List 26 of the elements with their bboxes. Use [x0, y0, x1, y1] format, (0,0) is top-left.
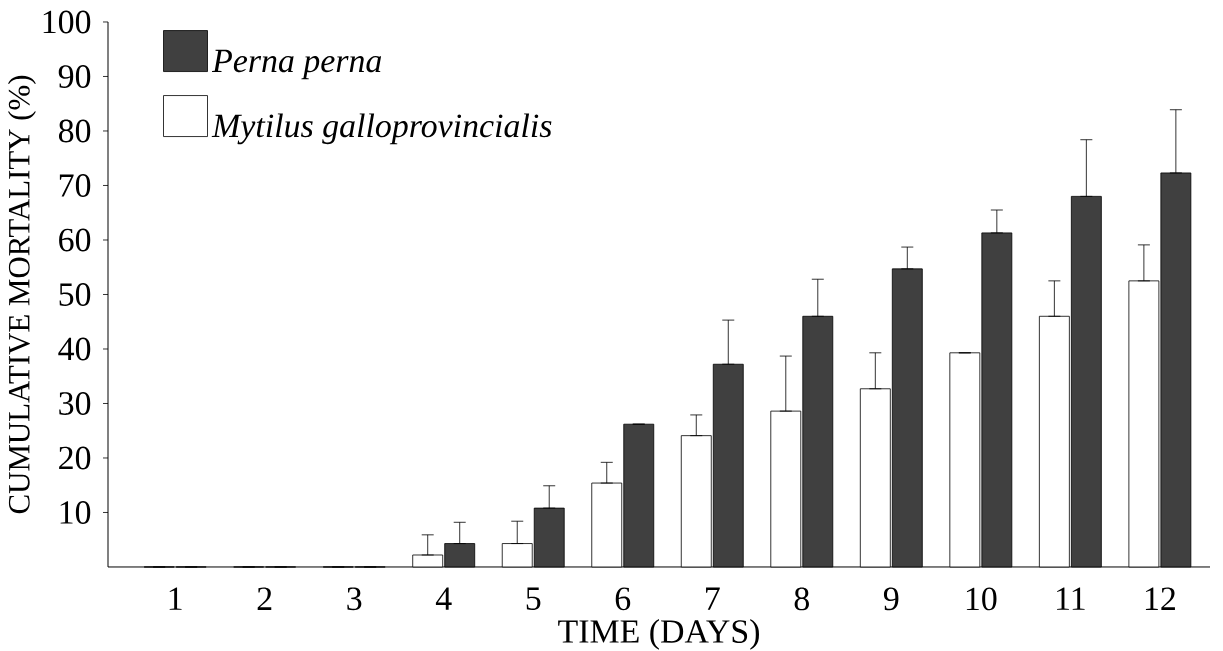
x-tick-label: 11 [1057, 587, 1085, 610]
x-tick-label: 4 [435, 587, 452, 610]
x-tick-label: 9 [883, 587, 899, 611]
x-tick-label: 3 [347, 587, 362, 611]
y-axis-title: CUMULATIVE MORTALITY (%) [7, 75, 36, 514]
x-tick-label: 8 [794, 587, 809, 611]
y-tick-label: 80 [58, 119, 91, 143]
x-tick-label: 5 [526, 587, 541, 610]
x-tick-label: 6 [615, 587, 631, 611]
x-tick-label: 1 [169, 587, 182, 610]
y-tick-label: 30 [59, 392, 91, 415]
x-tick-label: 10 [966, 587, 997, 611]
y-tick-label: 70 [59, 174, 91, 197]
y-tick-label: 90 [58, 65, 91, 88]
legend-label: Mytilus galloprovincialis [211, 113, 552, 145]
y-tick-label: 60 [59, 228, 91, 252]
x-tick-label: 12 [1145, 587, 1175, 610]
y-tick-label: 50 [59, 283, 91, 306]
y-tick-label: 20 [59, 446, 91, 470]
legend-label: Perna perna [211, 49, 382, 80]
y-tick-label: 10 [60, 501, 91, 524]
x-tick-label: 7 [706, 587, 720, 610]
x-axis-title: TIME (DAYS) [558, 619, 759, 650]
y-tick-label: 40 [58, 337, 91, 361]
x-tick-label: 2 [257, 587, 272, 610]
y-tick-label: 100 [43, 10, 91, 34]
